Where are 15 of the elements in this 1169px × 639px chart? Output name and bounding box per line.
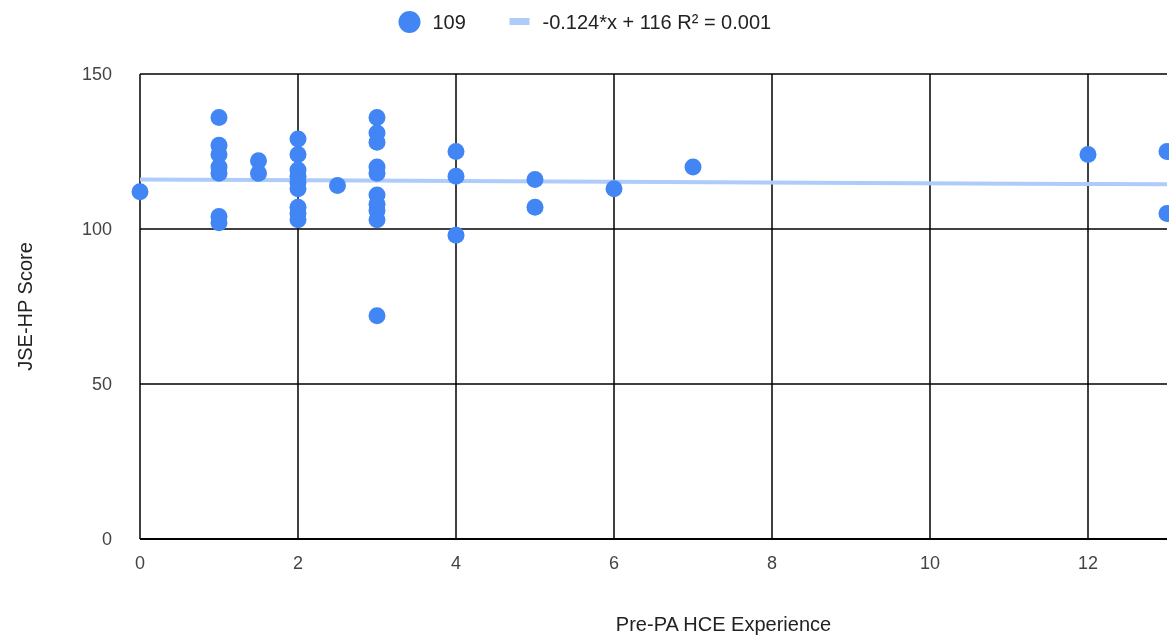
x-tick-label: 12 [1077,553,1099,573]
x-tick-label: 6 [608,553,620,573]
x-tick-label: 4 [450,553,462,573]
y-tick-label: 150 [81,64,112,85]
y-axis-title: JSE-HP Score [14,242,36,371]
x-tick-label: 0 [134,553,146,573]
y-tick-label: 100 [81,219,112,240]
x-tick-label: 8 [766,553,778,573]
y-tick-label: 50 [91,374,112,395]
x-tick-label: 2 [292,553,304,573]
legend-label: -0.124*x + 116 R² = 0.001 [542,11,772,33]
x-axis-title: Pre-PA HCE Experience [615,613,832,635]
y-tick-label: 0 [101,529,112,550]
legend-label: 109 [432,11,466,33]
x-tick-label: 10 [919,553,941,573]
